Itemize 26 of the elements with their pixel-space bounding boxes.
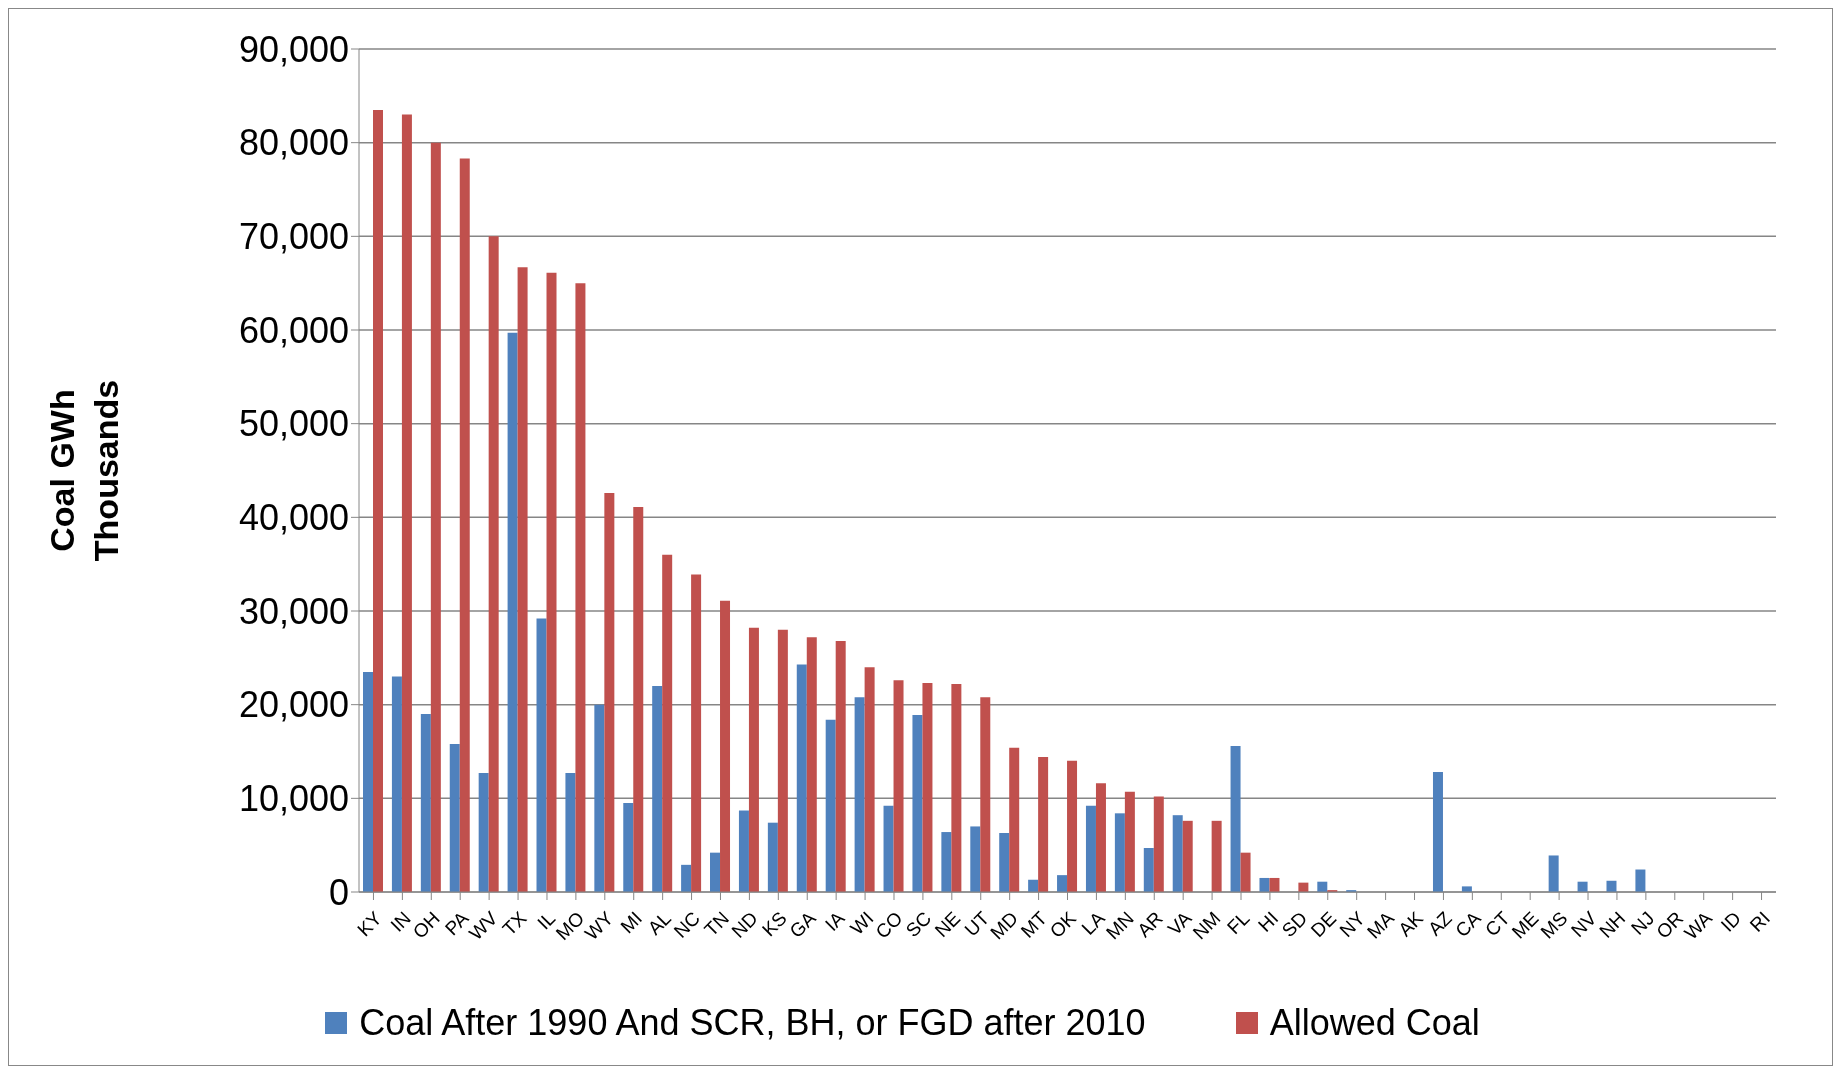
text: Thousands <box>87 379 125 562</box>
x-tick-label: IN <box>386 907 415 936</box>
y-tick-label: 60,000 <box>238 309 349 351</box>
x-tick-label: MI <box>616 907 647 938</box>
y-tick-label: 90,000 <box>238 28 349 70</box>
y-tick-label: 70,000 <box>238 216 349 258</box>
y-axis-title: Coal GWh <box>43 389 81 552</box>
x-tick-label: AR <box>1133 907 1167 942</box>
y-tick-label: 10,000 <box>238 778 349 820</box>
x-tick-label: FL <box>1222 907 1254 939</box>
y-tick-label: 50,000 <box>238 403 349 445</box>
y-tick-label: 40,000 <box>238 497 349 539</box>
x-tick-label: ID <box>1716 907 1746 936</box>
x-tick-label: RI <box>1745 907 1774 936</box>
legend-label: Coal After 1990 And SCR, BH, or FGD after 2010 <box>359 1002 1146 1044</box>
x-tick-label: TX <box>498 907 531 940</box>
x-tick-label: KY <box>353 907 387 941</box>
y-tick-label: 20,000 <box>238 684 349 726</box>
x-tick-label: NJ <box>1627 907 1659 939</box>
x-tick-label: IA <box>821 907 849 936</box>
y-tick-label: 0 <box>328 871 349 913</box>
y-tick-label: 80,000 <box>238 122 349 164</box>
x-tick-label: WI <box>846 907 878 939</box>
x-tick-label: NH <box>1595 907 1630 942</box>
y-tick-label: 30,000 <box>238 590 349 632</box>
legend-label: Allowed Coal <box>1269 1002 1480 1044</box>
